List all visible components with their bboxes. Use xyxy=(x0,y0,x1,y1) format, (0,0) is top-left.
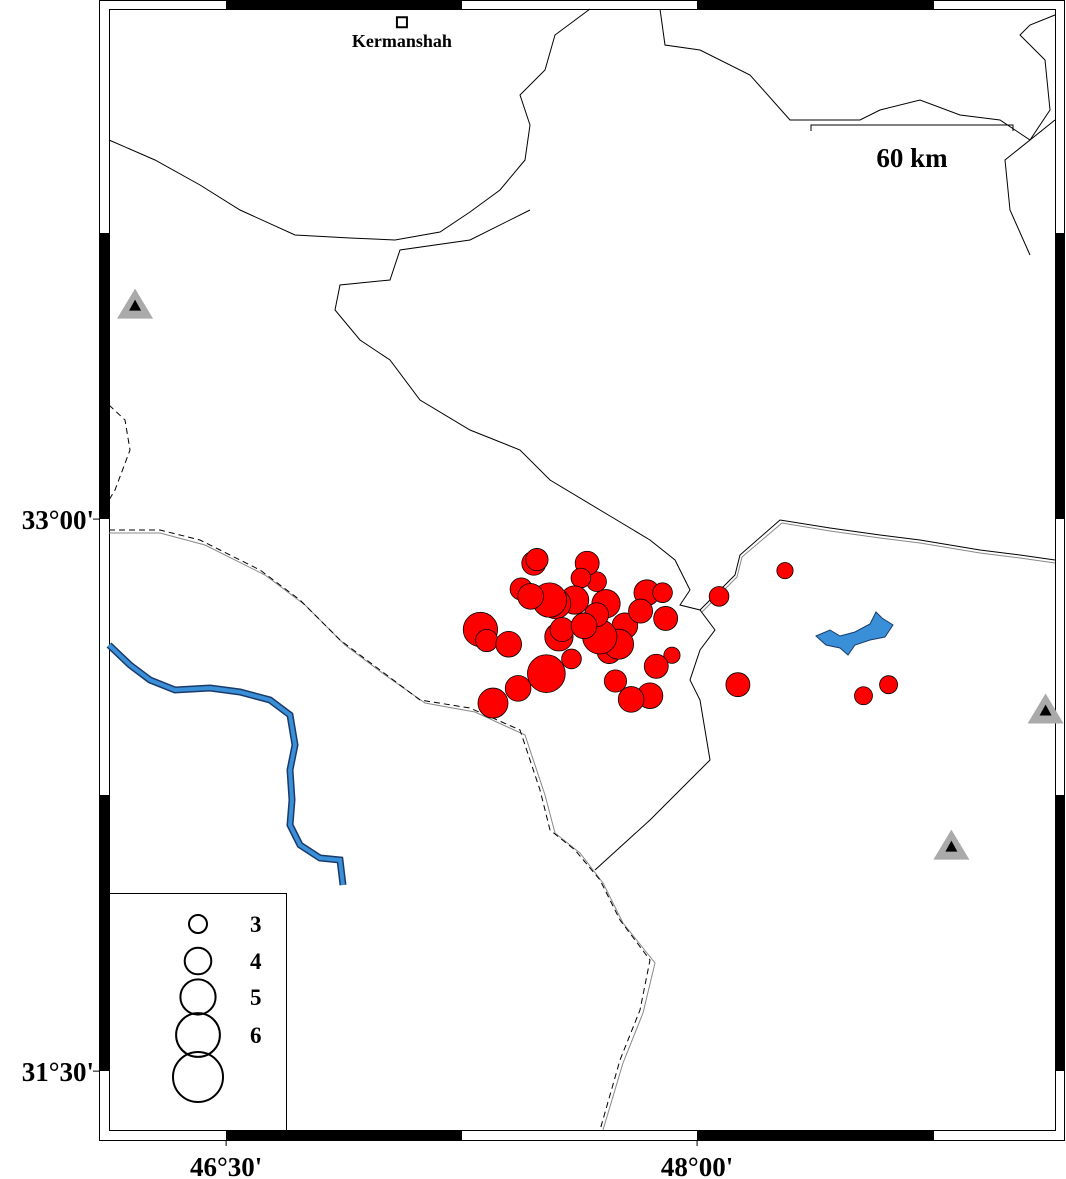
event xyxy=(617,686,645,713)
event xyxy=(652,582,673,603)
lon-tick-label: 46°30' xyxy=(190,1152,262,1179)
legend: 3 4 5 6 xyxy=(175,912,262,1058)
legend-circle xyxy=(188,914,208,934)
event xyxy=(561,648,582,670)
event xyxy=(643,653,669,679)
legend-label: 3 xyxy=(250,912,262,937)
event xyxy=(776,562,794,580)
outer-frame xyxy=(99,0,1065,1141)
inner-frame xyxy=(109,9,1056,1131)
event xyxy=(603,669,627,693)
event xyxy=(495,630,522,658)
event xyxy=(517,583,544,610)
event xyxy=(504,675,532,702)
event xyxy=(628,598,653,624)
boundaries xyxy=(108,8,1056,1131)
station-core xyxy=(1039,704,1052,716)
legend-circle xyxy=(172,1051,224,1103)
legend-circle xyxy=(175,1012,221,1058)
lon-tick-label: 48°00' xyxy=(661,1152,733,1179)
stations xyxy=(117,288,1064,860)
event xyxy=(570,612,598,640)
event xyxy=(854,686,873,706)
water xyxy=(106,611,894,886)
scale-label: 60 km xyxy=(876,143,948,173)
event xyxy=(879,675,898,695)
lat-tick-label: 33°00' xyxy=(22,505,94,535)
station-core xyxy=(129,299,142,311)
city-label: Kermanshah xyxy=(352,31,452,51)
event xyxy=(549,617,575,642)
event xyxy=(653,606,679,631)
legend-label: 5 xyxy=(250,985,262,1010)
event xyxy=(525,548,549,572)
station-core xyxy=(945,840,958,852)
legend-circle xyxy=(183,946,213,976)
event xyxy=(570,567,592,589)
city-marker xyxy=(395,16,408,29)
event xyxy=(663,646,681,664)
scale-bar xyxy=(810,124,1014,131)
event xyxy=(475,628,499,653)
event xyxy=(527,654,566,693)
event xyxy=(477,687,509,719)
event xyxy=(725,672,751,698)
legend-circle xyxy=(179,978,217,1016)
legend-label: 4 xyxy=(250,949,262,974)
events xyxy=(462,548,898,719)
lat-tick-label: 31°30' xyxy=(22,1057,94,1087)
frame-bars xyxy=(99,0,1065,1140)
event xyxy=(708,586,730,607)
legend-label: 6 xyxy=(250,1023,262,1048)
